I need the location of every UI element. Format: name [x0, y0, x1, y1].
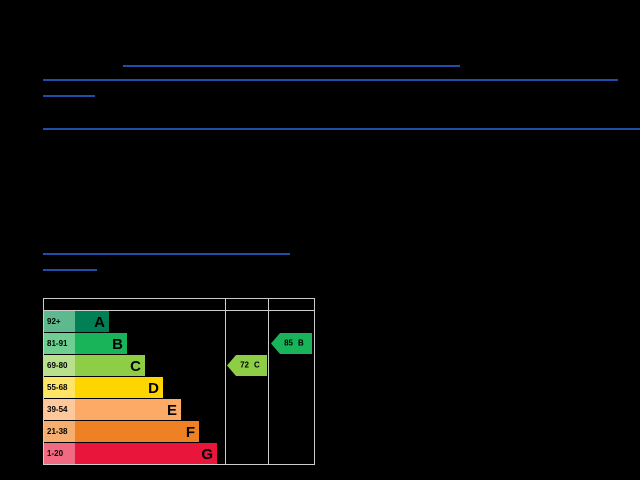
current-arrow [227, 355, 267, 376]
range-cell [44, 311, 75, 332]
range-cell [44, 421, 75, 442]
text-line [43, 269, 97, 271]
band-range: 39-54 [47, 405, 68, 414]
band-bar [75, 355, 145, 376]
text-line [43, 253, 290, 255]
band-range: 21-38 [47, 427, 68, 436]
text-line [123, 65, 460, 67]
range-cell [44, 333, 75, 354]
band-bar [75, 421, 199, 442]
epc-frame [43, 298, 315, 465]
band-bar [75, 443, 217, 464]
band-letter: A [94, 314, 105, 331]
text-line [43, 95, 95, 97]
current-value: 72 [240, 361, 249, 370]
text-line [43, 79, 618, 81]
potential-letter: B [298, 339, 304, 348]
band-range: 69-80 [47, 361, 68, 370]
band-bar [75, 399, 181, 420]
current-letter: C [254, 361, 260, 370]
band-bar [75, 377, 163, 398]
band-letter: F [186, 424, 195, 441]
band-bar [75, 333, 127, 354]
range-cell [44, 355, 75, 376]
band-range: 1-20 [47, 449, 64, 458]
range-cell [44, 443, 75, 464]
divider [43, 128, 640, 130]
band-bar [75, 311, 109, 332]
range-cell [44, 399, 75, 420]
range-cell [44, 377, 75, 398]
band-range: 92+ [47, 317, 61, 326]
band-letter: G [201, 446, 213, 463]
band-letter: E [167, 402, 177, 419]
potential-arrow [271, 333, 312, 354]
band-range: 55-68 [47, 383, 68, 392]
band-letter: B [112, 336, 123, 353]
band-range: 81-91 [47, 339, 68, 348]
band-letter: C [130, 358, 141, 375]
potential-value: 85 [284, 339, 293, 348]
band-letter: D [148, 380, 159, 397]
